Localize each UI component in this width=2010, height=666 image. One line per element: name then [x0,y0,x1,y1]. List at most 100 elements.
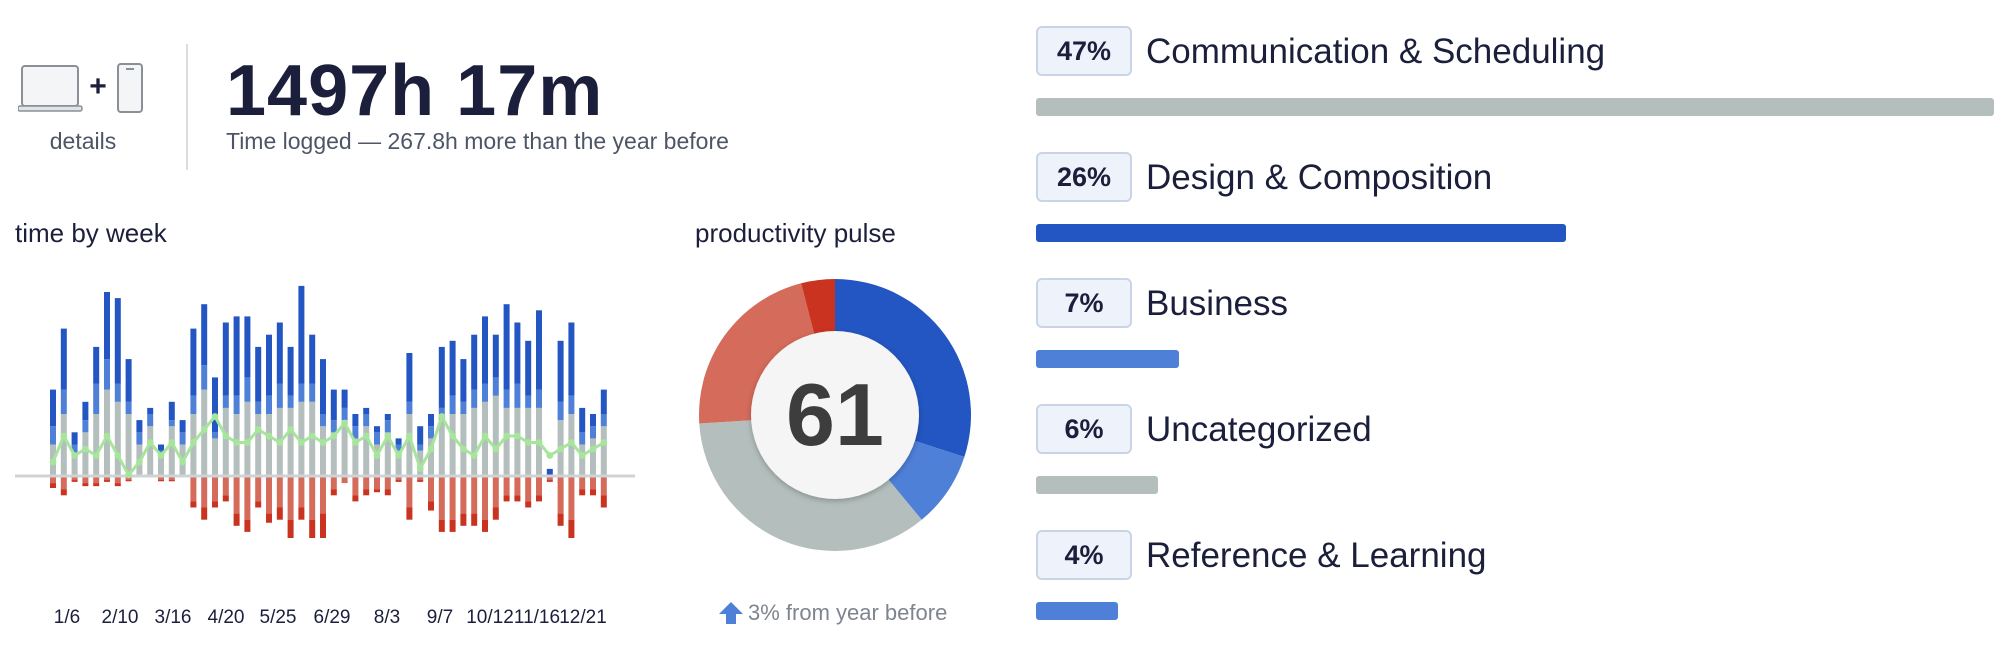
week-bar-very-productive[interactable] [557,340,564,402]
week-bar-productive[interactable] [492,377,499,396]
week-bar-productive[interactable] [568,395,575,414]
laptop-phone-icon[interactable]: + [18,60,158,160]
week-bar-very-distracting[interactable] [287,519,294,538]
week-bar-neutral[interactable] [438,420,445,475]
week-bar-very-productive[interactable] [266,334,272,396]
week-bar-very-productive[interactable] [276,322,283,384]
week-bar-productive[interactable] [384,420,391,433]
week-bar-very-distracting[interactable] [417,480,424,482]
week-bar-very-distracting[interactable] [406,507,413,520]
week-bar-neutral[interactable] [471,407,478,475]
week-bar-very-distracting[interactable] [428,501,434,511]
week-bar-distracting[interactable] [201,477,208,508]
week-bar-very-distracting[interactable] [158,480,164,482]
category-name[interactable]: Uncategorized [1146,410,1372,449]
week-bar-neutral[interactable] [104,389,110,475]
week-bar-distracting[interactable] [330,477,337,490]
week-bar-distracting[interactable] [266,477,272,514]
week-bar-very-productive[interactable] [471,334,478,390]
week-bar-very-productive[interactable] [255,346,262,402]
productivity-pulse-donut[interactable]: 61 [690,270,980,560]
week-bar-distracting[interactable] [600,477,607,496]
details-link[interactable]: details [49,128,117,154]
week-bar-productive[interactable] [114,383,121,402]
week-bar-distracting[interactable] [233,477,240,514]
week-bar-very-productive[interactable] [179,420,186,433]
week-bar-very-productive[interactable] [492,334,499,378]
week-bar-neutral[interactable] [590,438,596,475]
week-bar-very-productive[interactable] [590,414,596,427]
week-bar-very-productive[interactable] [514,322,521,384]
week-bar-neutral[interactable] [492,395,499,475]
week-bar-productive[interactable] [417,444,424,451]
week-bar-neutral[interactable] [460,414,467,475]
week-bar-neutral[interactable] [503,407,510,475]
week-bar-productive[interactable] [406,401,413,414]
week-bar-productive[interactable] [50,426,56,445]
week-bar-distracting[interactable] [190,477,197,502]
week-bar-distracting[interactable] [406,477,413,508]
week-bar-distracting[interactable] [568,477,575,520]
week-bar-very-productive[interactable] [417,426,424,445]
week-bar-productive[interactable] [590,426,596,439]
week-bar-productive[interactable] [428,426,434,439]
week-bar-very-distracting[interactable] [546,480,553,482]
week-bar-productive[interactable] [276,383,283,408]
week-bar-very-productive[interactable] [503,304,510,390]
week-bar-productive[interactable] [557,401,564,421]
week-bar-productive[interactable] [179,432,186,445]
week-bar-very-distracting[interactable] [352,495,359,502]
week-bar-productive[interactable] [460,401,467,414]
week-bar-distracting[interactable] [244,477,251,520]
week-bar-very-productive[interactable] [93,346,100,384]
week-bar-very-productive[interactable] [201,304,208,366]
week-bar-distracting[interactable] [341,477,348,484]
week-bar-distracting[interactable] [104,477,110,481]
week-bar-distracting[interactable] [212,477,218,502]
week-bar-distracting[interactable] [579,477,586,490]
week-bar-distracting[interactable] [352,477,359,496]
week-bar-very-distracting[interactable] [201,507,208,520]
week-bar-neutral[interactable] [82,432,89,475]
week-bar-distracting[interactable] [114,477,121,484]
week-bar-very-distracting[interactable] [330,489,337,496]
week-bar-neutral[interactable] [222,407,229,475]
week-bar-distracting[interactable] [503,477,510,496]
week-bar-distracting[interactable] [428,477,434,502]
week-bar-neutral[interactable] [330,432,337,475]
week-bar-neutral[interactable] [93,414,100,475]
week-bar-distracting[interactable] [536,477,542,496]
week-bar-very-distracting[interactable] [233,513,240,526]
week-bar-neutral[interactable] [514,407,521,475]
week-bar-distracting[interactable] [417,477,424,481]
week-bar-productive[interactable] [71,444,78,457]
week-bar-very-productive[interactable] [212,377,218,433]
week-bar-distracting[interactable] [374,477,380,490]
week-bar-very-productive[interactable] [546,468,553,475]
week-bar-very-productive[interactable] [298,285,305,384]
week-bar-very-productive[interactable] [536,310,542,390]
week-bar-distracting[interactable] [298,477,305,508]
week-bar-very-productive[interactable] [428,414,434,427]
week-bar-productive[interactable] [514,383,521,408]
week-bar-very-productive[interactable] [395,438,402,445]
week-bar-very-productive[interactable] [352,414,359,427]
week-bar-neutral[interactable] [417,450,424,475]
week-bar-neutral[interactable] [212,438,218,475]
week-bar-neutral[interactable] [449,414,456,475]
week-bar-distracting[interactable] [309,477,316,520]
week-bar-very-productive[interactable] [482,316,488,384]
week-bar-distracting[interactable] [482,477,488,520]
week-bar-very-distracting[interactable] [309,519,316,538]
week-bar-very-distracting[interactable] [125,480,132,482]
week-bar-very-distracting[interactable] [82,483,89,487]
week-bar-productive[interactable] [395,444,402,451]
week-bar-neutral[interactable] [363,426,370,475]
week-bar-very-distracting[interactable] [492,507,499,520]
week-bar-productive[interactable] [201,365,208,390]
week-bar-very-productive[interactable] [363,407,370,414]
week-bar-very-productive[interactable] [460,359,467,402]
week-bar-neutral[interactable] [60,414,67,475]
week-bar-very-productive[interactable] [71,432,78,445]
week-bar-productive[interactable] [471,389,478,408]
